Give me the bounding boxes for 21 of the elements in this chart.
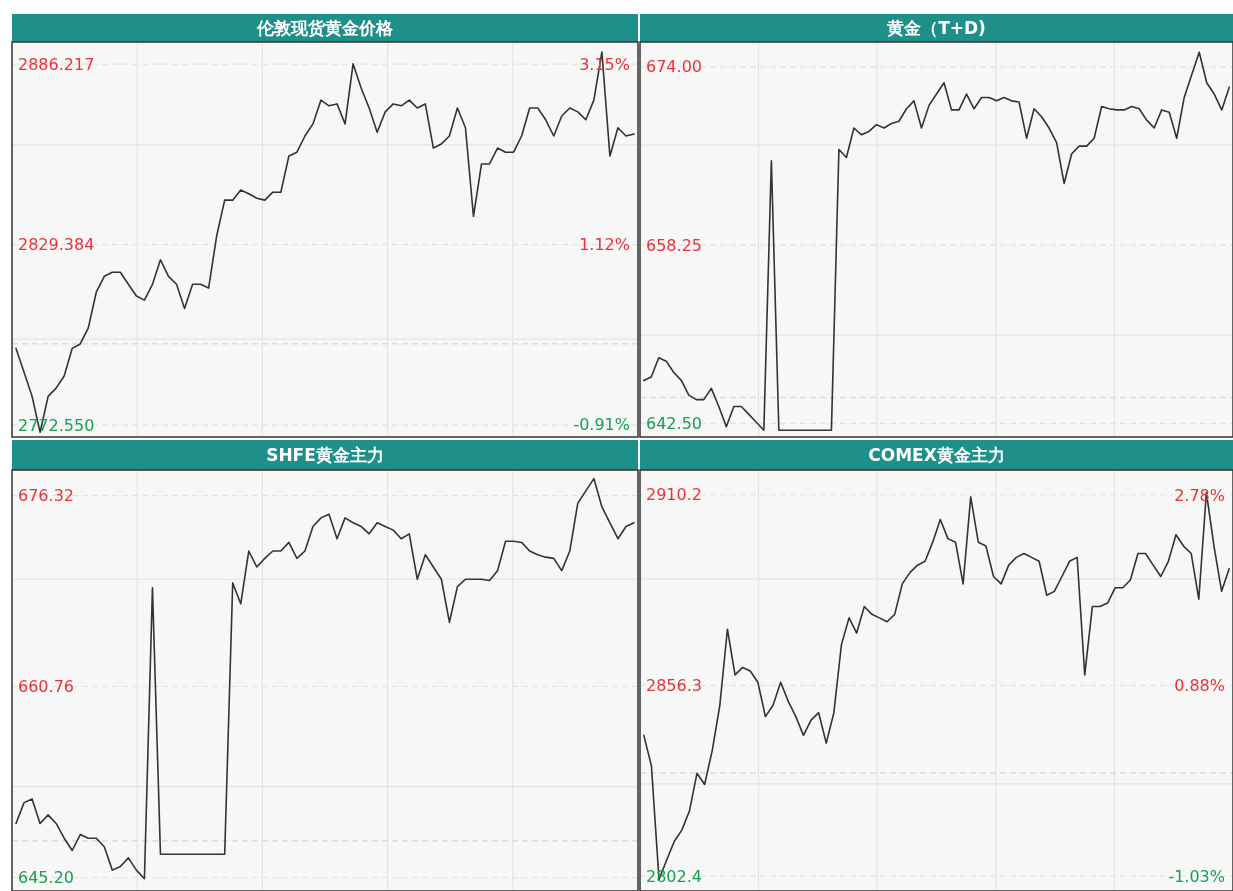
y-tick-label: 2856.3 xyxy=(646,675,702,695)
chart-title: SHFE黄金主力 xyxy=(266,445,384,465)
y-tick-label: 2829.384 xyxy=(18,235,95,255)
chart-title: 伦敦现货黄金价格 xyxy=(256,18,394,38)
y-tick-label: 2802.4 xyxy=(646,866,702,886)
y-tick-label: 660.76 xyxy=(18,677,74,697)
y-tick-label: 674.00 xyxy=(646,57,702,77)
y2-tick-label: 1.12% xyxy=(579,234,630,254)
chart-title: COMEX黄金主力 xyxy=(868,445,1005,465)
y-tick-label: 642.50 xyxy=(646,413,702,433)
line-series xyxy=(15,51,635,434)
chart-title: 黄金（T+D) xyxy=(886,18,986,38)
y2-tick-label: 0.88% xyxy=(1174,675,1225,695)
y2-tick-label: -1.03% xyxy=(1168,866,1225,886)
y-tick-label: 2910.2 xyxy=(646,485,702,505)
y-tick-label: 658.25 xyxy=(646,235,702,255)
y-tick-label: 676.32 xyxy=(18,486,74,506)
y-tick-label: 2886.217 xyxy=(18,54,95,74)
y-tick-label: 645.20 xyxy=(18,868,74,887)
y2-tick-label: 2.78% xyxy=(1174,485,1225,505)
y2-tick-label: -0.91% xyxy=(573,415,630,435)
